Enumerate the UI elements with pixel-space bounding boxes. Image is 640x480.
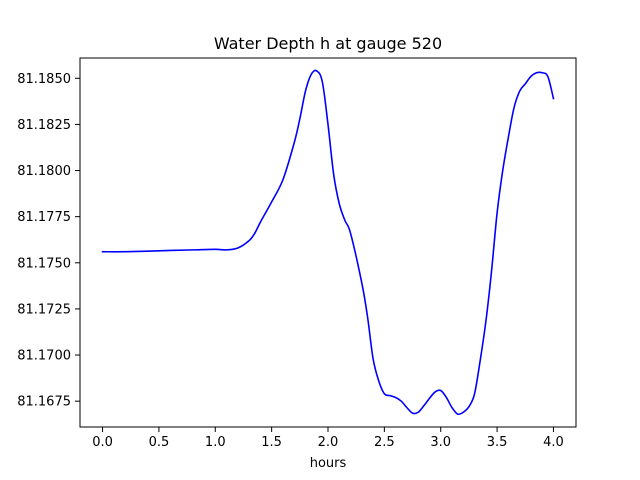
x-tick-label: 0.5 [149,435,170,450]
x-tick-label: 2.5 [374,435,395,450]
series-group [101,69,555,416]
y-tick-label: 81.1675 [17,395,71,410]
x-axis-ticks: 0.0 0.5 1.0 1.5 2.0 2.5 3.0 3.5 4.0 [92,427,564,450]
plot-frame [79,57,577,428]
x-tick-label: 1.5 [261,435,282,450]
x-tick-label: 2.0 [318,435,339,450]
x-tick-label: 1.0 [205,435,226,450]
series-line [101,69,555,416]
y-tick-label: 81.1775 [17,210,71,225]
x-tick-label: 0.0 [92,435,113,450]
y-tick-label: 81.1800 [17,164,71,179]
y-tick-label: 81.1700 [17,349,71,364]
y-tick-label: 81.1825 [17,118,71,133]
y-tick-label: 81.1750 [17,256,71,271]
plot-background [80,58,576,427]
plot-area: 0.0 0.5 1.0 1.5 2.0 2.5 3.0 3.5 4.0 81.1675 81.17… [17,57,577,450]
x-tick-label: 3.0 [430,435,451,450]
y-axis-ticks: 81.1675 81.1700 81.1725 81.1750 81.1775 81.18… [17,72,80,410]
chart-title: Water Depth h at gauge 520 [214,34,442,53]
x-tick-label: 4.0 [543,435,564,450]
x-tick-label: 3.5 [487,435,508,450]
y-tick-label: 81.1850 [17,72,71,87]
x-axis-label: hours [310,456,347,471]
y-tick-label: 81.1725 [17,302,71,317]
